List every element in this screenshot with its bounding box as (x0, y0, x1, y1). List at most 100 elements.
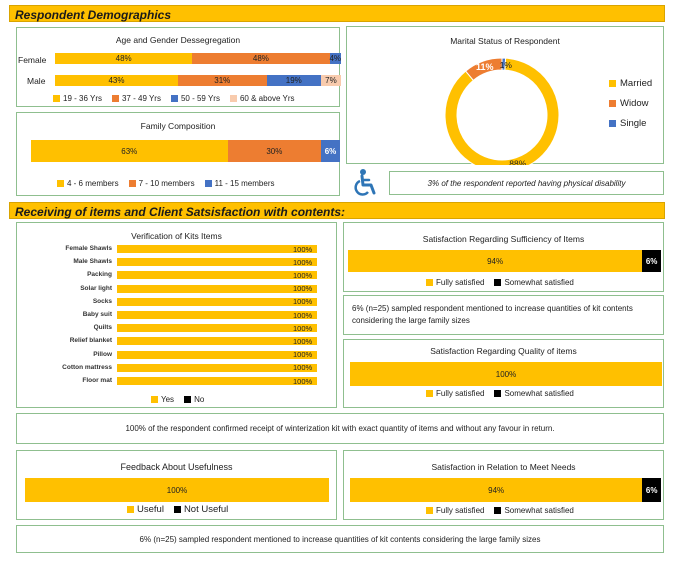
legend-item: Somewhat satisfied (494, 506, 574, 515)
legend-swatch (426, 390, 433, 397)
kit-item-label: Male Shawls (73, 258, 112, 266)
quantity-note-panel: 6% (n=25) sampled respondent mentioned t… (343, 295, 664, 335)
age-gender-legend: 19 - 36 Yrs 37 - 49 Yrs 50 - 59 Yrs 60 & ab… (53, 94, 295, 103)
receipt-note: 100% of the respondent confirmed receipt… (16, 413, 664, 444)
donut-label-married: 88% (509, 159, 526, 165)
wheelchair-icon (350, 168, 380, 198)
kit-item-value: 100% (293, 350, 313, 360)
meet-needs-bar: 94% 6% (350, 478, 661, 502)
kit-item-bar (117, 311, 317, 319)
kit-item-bar (117, 271, 317, 280)
kit-item-label: Cotton mattress (62, 363, 112, 371)
legend-swatch (426, 279, 433, 286)
quality-title: Satisfaction Regarding Quality of items (430, 346, 577, 356)
bar-segment-11-15-members: 6% (321, 140, 340, 162)
quality-bar: 100% (350, 362, 662, 386)
bar-segment-50-59-yrs: 19% (266, 75, 321, 86)
bar-segment-50-59-yrs: 4% (329, 53, 342, 64)
legend-item: Not Useful (173, 504, 229, 515)
female-label: Female (18, 55, 47, 65)
kit-verification-panel: Verification of Kits Items Female Shawls… (16, 222, 337, 408)
marital-status-donut: 88% 11% 1% (444, 57, 560, 165)
legend-label: Single (620, 118, 647, 129)
meet-needs-title: Satisfaction in Relation to Meet Needs (431, 462, 576, 472)
legend-item: 50 - 59 Yrs (170, 94, 220, 103)
kit-item-value: 100% (293, 270, 313, 280)
bar-segment-somewhat-satisfied: 6% (642, 478, 661, 502)
legend-swatch (494, 390, 502, 397)
marital-status-title: Marital Status of Respondent (450, 36, 560, 46)
legend-label: 19 - 36 Yrs (63, 94, 102, 103)
age-gender-panel: Age and Gender Dessegregation Female Mal… (16, 27, 341, 107)
legend-item: No (184, 395, 204, 404)
family-composition-title: Family Composition (140, 121, 216, 131)
legend-label: Fully satisfied (436, 278, 485, 287)
legend-item: 11 - 15 members (204, 179, 275, 188)
sufficiency-legend: Fully satisfied Somewhat satisfied (426, 278, 574, 287)
bar-segment-4-6-members: 63% (31, 140, 228, 162)
legend-swatch (173, 506, 181, 513)
legend-swatch (204, 180, 212, 187)
section-header-demographics: Respondent Demographics (9, 5, 665, 22)
kit-item-label: Socks (92, 297, 112, 305)
legend-label: Somewhat satisfied (504, 389, 574, 398)
female-bar: 48% 48% 4% (55, 53, 341, 64)
male-label: Male (27, 76, 46, 86)
kit-item-bar (117, 363, 317, 372)
kit-verification-legend: Yes No (151, 395, 204, 404)
kit-item-value: 100% (293, 284, 313, 294)
donut-slice-single (501, 57, 507, 71)
legend-swatch (128, 180, 136, 187)
legend-swatch (111, 95, 119, 102)
kit-item-label: Female Shawls (65, 245, 112, 252)
legend-item: 4 - 6 members (57, 179, 119, 188)
legend-swatch (57, 180, 64, 187)
legend-label: Widow (620, 98, 649, 109)
kit-item-bar (117, 258, 317, 267)
marital-status-legend: Married Widow Single (609, 78, 652, 138)
donut-label-widow: 11% (476, 62, 494, 72)
section-header-receiving: Receiving of items and Client Satsisfact… (9, 202, 665, 219)
legend-label: Somewhat satisfied (504, 506, 574, 515)
legend-label: Not Useful (183, 504, 229, 515)
usefulness-title: Feedback About Usefulness (120, 462, 233, 472)
bar-segment-useful: 100% (25, 478, 329, 502)
legend-label: Married (620, 78, 653, 89)
legend-item: Fully satisfied (426, 389, 484, 398)
legend-item: Single (609, 118, 652, 129)
donut-label-single: 1% (500, 60, 513, 70)
kit-item-label: Packing (87, 271, 112, 279)
legend-label: Fully satisfied (436, 506, 485, 515)
kit-item-bar (117, 297, 317, 306)
bar-segment-37-49-yrs: 48% (192, 53, 330, 64)
legend-item: Somewhat satisfied (494, 389, 574, 398)
legend-item: Somewhat satisfied (494, 278, 574, 287)
legend-swatch (184, 396, 192, 403)
legend-label: 11 - 15 members (214, 179, 275, 188)
sufficiency-title: Satisfaction Regarding Sufficiency of It… (422, 234, 585, 244)
kit-item-value: 100% (293, 336, 313, 346)
legend-swatch (426, 507, 433, 514)
legend-label: 50 - 59 Yrs (180, 94, 220, 103)
legend-item: 37 - 49 Yrs (111, 94, 161, 103)
legend-swatch (53, 95, 60, 102)
disability-note: 3% of the respondent reported having phy… (389, 171, 664, 195)
kit-item-bar (117, 284, 317, 293)
legend-swatch (151, 396, 158, 403)
donut-slice-married (444, 57, 560, 165)
family-composition-panel: Family Composition 63% 30% 6% 4 - 6 member… (16, 112, 340, 196)
legend-item: 7 - 10 members (128, 179, 195, 188)
bar-segment-somewhat-satisfied: 6% (642, 250, 661, 272)
male-bar: 43% 31% 19% 7% (55, 75, 341, 86)
legend-item: 60 & above Yrs (229, 94, 295, 103)
sufficiency-bar: 94% 6% (348, 250, 661, 272)
quality-panel: Satisfaction Regarding Quality of items … (343, 339, 664, 408)
kit-item-bar (117, 350, 317, 359)
legend-swatch (494, 507, 502, 514)
usefulness-panel: Feedback About Usefulness 100% Useful Not… (16, 450, 337, 520)
legend-label: 37 - 49 Yrs (121, 94, 161, 103)
usefulness-legend: Useful Not Useful (127, 504, 228, 515)
age-gender-title: Age and Gender Dessegregation (115, 35, 241, 45)
bar-segment-19-36-yrs: 43% (55, 75, 178, 86)
kit-item-value: 100% (293, 297, 313, 307)
